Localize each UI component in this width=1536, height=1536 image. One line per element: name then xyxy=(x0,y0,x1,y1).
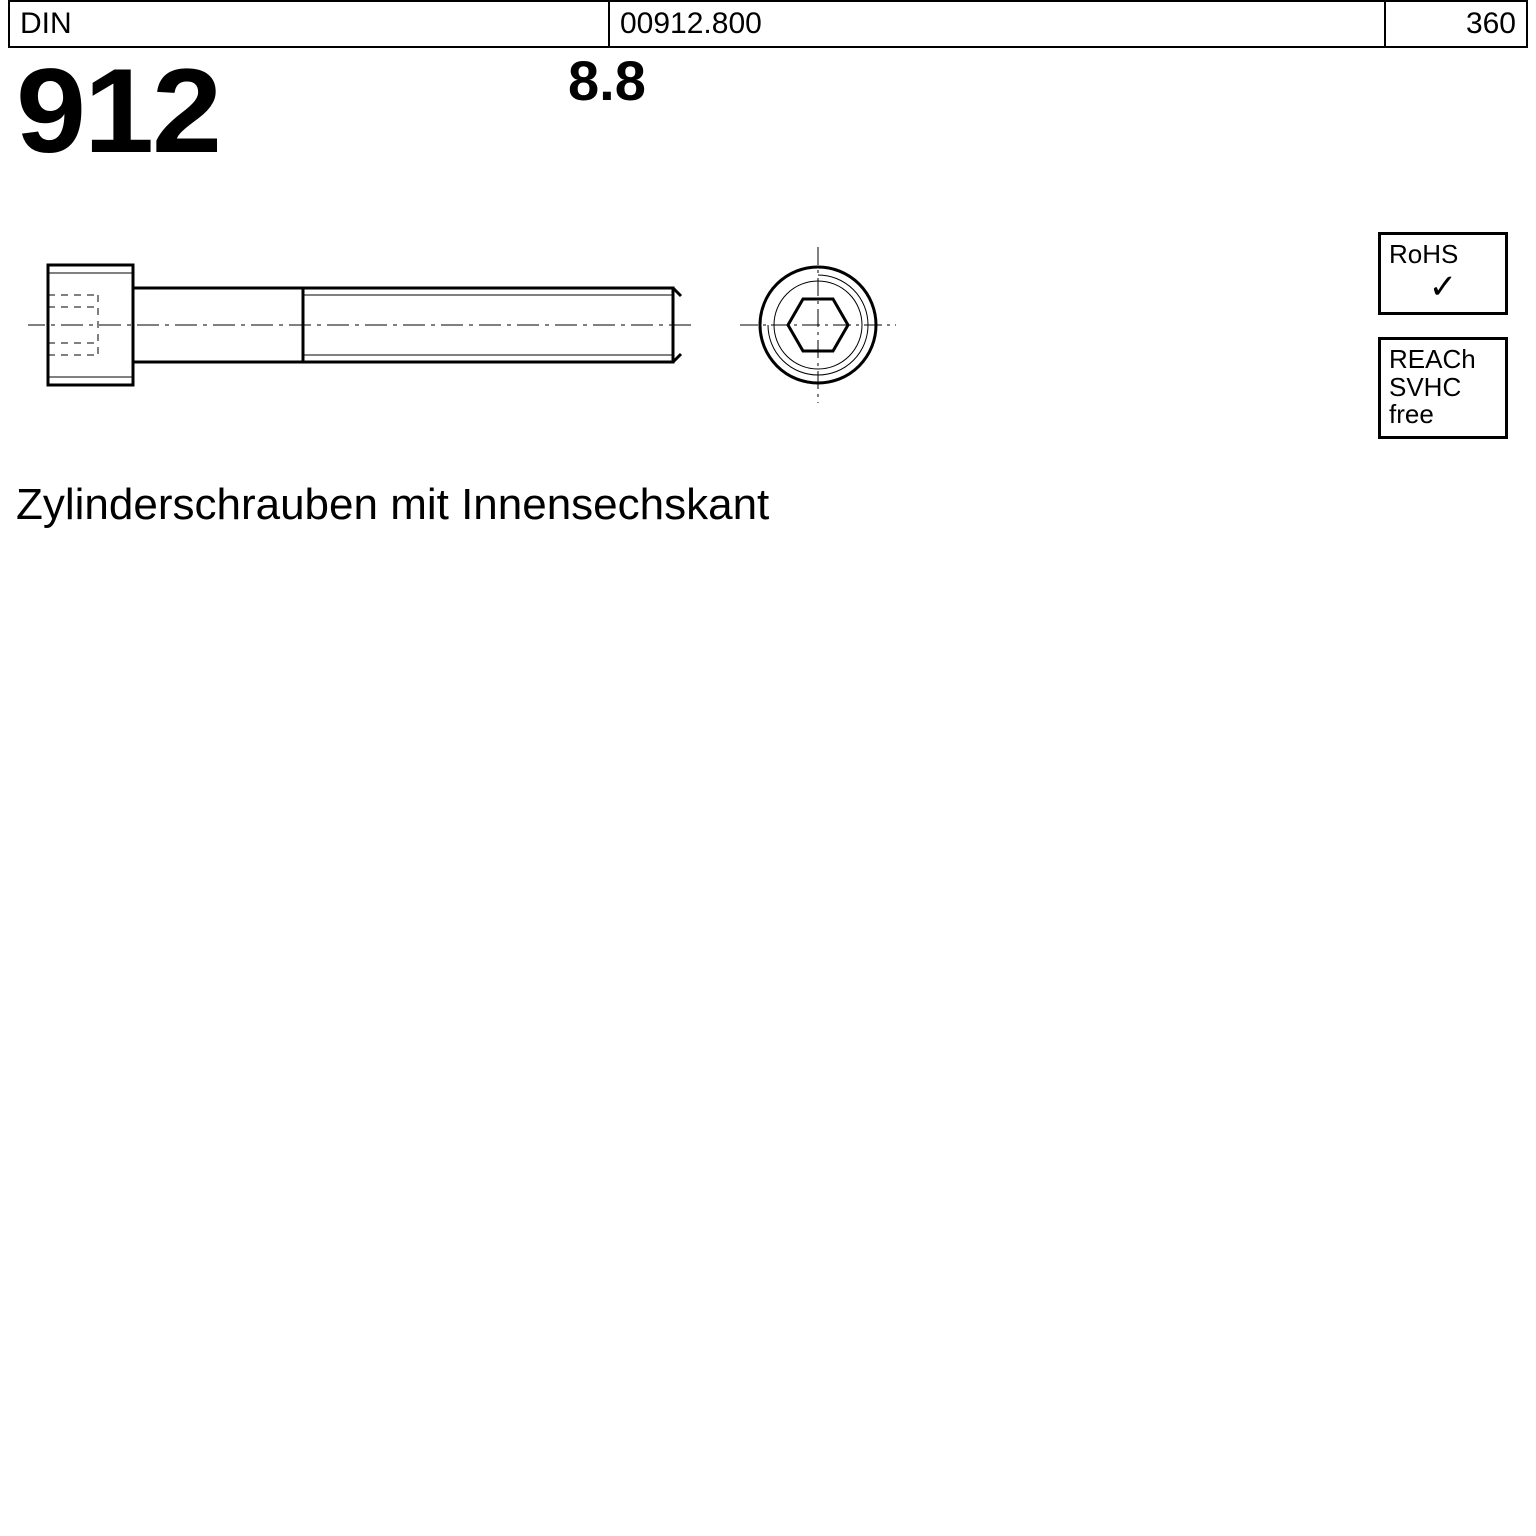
reach-line2: SVHC xyxy=(1389,372,1461,402)
header-strip: DIN 00912.800 360 xyxy=(8,0,1528,48)
standard-number: 912 xyxy=(16,42,220,180)
reach-line3: free xyxy=(1389,399,1434,429)
header-page: 360 xyxy=(1386,2,1526,46)
rohs-badge: RoHS ✓ xyxy=(1378,232,1508,315)
header-standard-org: DIN xyxy=(10,2,610,46)
technical-drawing xyxy=(28,230,928,420)
header-code: 00912.800 xyxy=(610,2,1386,46)
check-icon: ✓ xyxy=(1389,270,1497,304)
reach-badge: REACh SVHC free xyxy=(1378,337,1508,439)
compliance-badges: RoHS ✓ REACh SVHC free xyxy=(1378,232,1518,461)
reach-line1: REACh xyxy=(1389,344,1476,374)
rohs-label: RoHS xyxy=(1389,239,1458,269)
title-row: 912 8.8 xyxy=(8,48,1528,178)
product-description: Zylinderschrauben mit Innensechskant xyxy=(16,480,769,530)
strength-grade: 8.8 xyxy=(568,48,646,113)
